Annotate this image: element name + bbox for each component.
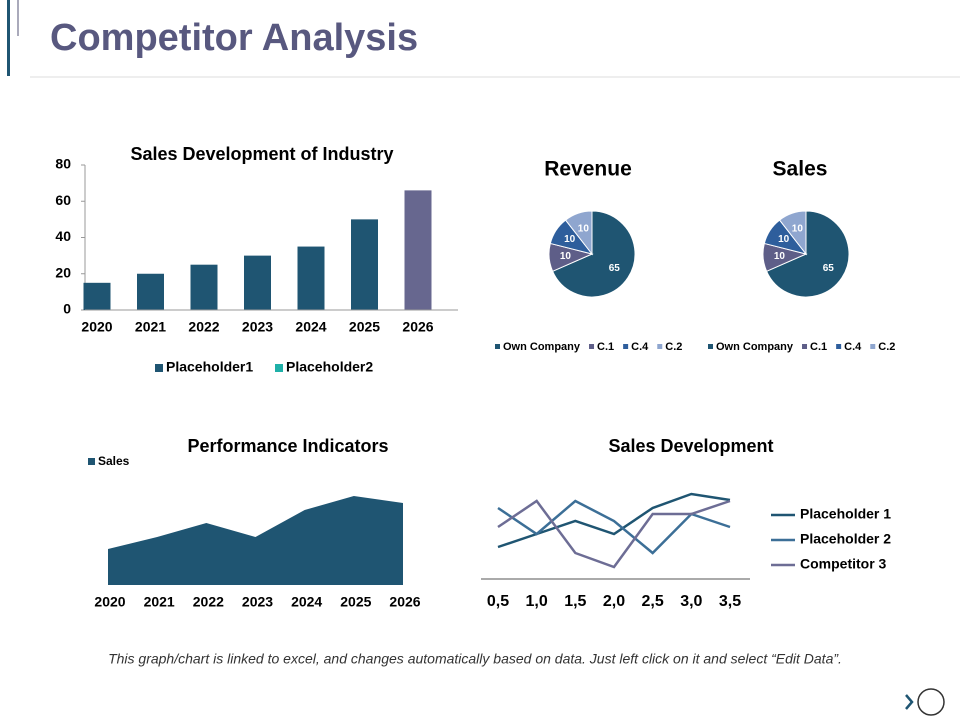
accent-bar bbox=[7, 0, 10, 76]
next-arrow[interactable] bbox=[905, 694, 914, 710]
bar bbox=[351, 219, 378, 310]
data-label: 10 bbox=[578, 223, 590, 234]
legend-swatch bbox=[155, 364, 163, 372]
legend-swatch bbox=[836, 344, 842, 349]
accent-bar bbox=[17, 0, 19, 36]
slide-title: Competitor Analysis bbox=[50, 17, 418, 59]
x-tick-label: 1,0 bbox=[526, 593, 548, 610]
legend-label: Placeholder 2 bbox=[800, 531, 891, 547]
x-tick-label: 2,5 bbox=[642, 593, 664, 610]
data-label: 10 bbox=[778, 234, 790, 245]
chart-title: Sales Development of Industry bbox=[130, 144, 393, 164]
x-tick-label: 1,5 bbox=[564, 593, 586, 610]
x-tick-label: 0,5 bbox=[487, 593, 509, 610]
x-tick-label: 2020 bbox=[81, 319, 112, 335]
legend-swatch bbox=[870, 344, 876, 349]
x-tick-label: 2026 bbox=[389, 594, 420, 610]
legend-label: C.4 bbox=[844, 341, 862, 353]
x-tick-label: 2025 bbox=[349, 319, 380, 335]
legend-swatch bbox=[802, 344, 808, 349]
next-button[interactable] bbox=[917, 688, 945, 716]
x-tick-label: 3,5 bbox=[719, 593, 741, 610]
legend-label: Competitor 3 bbox=[800, 556, 887, 572]
pie-slice bbox=[778, 210, 807, 256]
data-label: 10 bbox=[560, 251, 572, 262]
pie-slice bbox=[551, 210, 636, 298]
legend-swatch bbox=[275, 364, 283, 372]
y-tick-label: 80 bbox=[55, 156, 71, 172]
x-tick-label: 2020 bbox=[94, 594, 125, 610]
chart-title: Sales bbox=[773, 158, 828, 181]
legend-swatch bbox=[657, 344, 663, 349]
legend-label: Sales bbox=[98, 454, 130, 468]
line bbox=[497, 499, 731, 569]
legend-label: Placeholder1 bbox=[166, 359, 253, 375]
line bbox=[497, 499, 731, 555]
x-tick-label: 2022 bbox=[188, 319, 219, 335]
y-tick-label: 60 bbox=[55, 192, 71, 208]
x-tick-label: 2023 bbox=[242, 594, 273, 610]
x-tick-label: 2024 bbox=[291, 594, 322, 610]
data-label: 65 bbox=[609, 263, 621, 274]
legend-swatch bbox=[623, 344, 629, 349]
data-label: 65 bbox=[823, 263, 835, 274]
data-label: 10 bbox=[774, 251, 786, 262]
bar bbox=[297, 246, 325, 310]
legend-label: Own Company bbox=[503, 341, 581, 353]
x-tick-label: 2021 bbox=[135, 319, 166, 335]
pie-slice bbox=[564, 210, 593, 256]
bar bbox=[190, 264, 218, 310]
x-tick-label: 2,0 bbox=[603, 593, 625, 610]
x-tick-label: 2021 bbox=[144, 594, 175, 610]
legend-label: C.2 bbox=[878, 341, 895, 353]
pie-slice bbox=[765, 210, 850, 298]
x-tick-label: 3,0 bbox=[680, 593, 702, 610]
legend-label: C.1 bbox=[597, 341, 614, 353]
y-tick-label: 40 bbox=[55, 228, 71, 244]
legend-label: C.4 bbox=[631, 341, 649, 353]
x-tick-label: 2026 bbox=[402, 319, 433, 335]
legend-label: C.2 bbox=[665, 341, 682, 353]
x-tick-label: 2022 bbox=[193, 594, 224, 610]
legend-swatch bbox=[708, 344, 713, 349]
legend-label: Placeholder 1 bbox=[800, 506, 891, 522]
legend-label: Own Company bbox=[716, 341, 794, 353]
chart-title: Revenue bbox=[544, 158, 632, 181]
y-tick-label: 20 bbox=[55, 264, 71, 280]
legend-label: C.1 bbox=[810, 341, 827, 353]
chart-title: Sales Development bbox=[608, 436, 773, 456]
legend-swatch bbox=[589, 344, 595, 349]
bar bbox=[137, 273, 164, 310]
chart-title: Performance Indicators bbox=[187, 436, 388, 456]
x-tick-label: 2025 bbox=[340, 594, 371, 610]
area bbox=[108, 496, 403, 585]
data-label: 10 bbox=[792, 223, 804, 234]
legend-label: Placeholder2 bbox=[286, 359, 373, 375]
y-tick-label: 0 bbox=[63, 301, 71, 317]
bar bbox=[404, 190, 432, 310]
x-tick-label: 2024 bbox=[295, 319, 326, 335]
bar bbox=[83, 282, 111, 310]
legend-swatch bbox=[495, 344, 500, 349]
x-tick-label: 2023 bbox=[242, 319, 273, 335]
data-label: 10 bbox=[564, 234, 576, 245]
legend-swatch bbox=[88, 458, 95, 465]
bar bbox=[244, 255, 271, 310]
footer-note: This graph/chart is linked to excel, and… bbox=[108, 651, 842, 667]
